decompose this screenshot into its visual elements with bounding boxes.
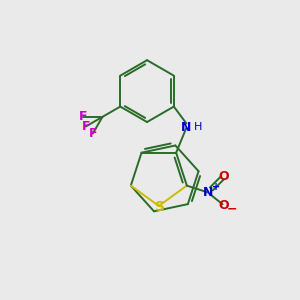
Text: +: + — [212, 182, 220, 191]
Text: O: O — [219, 199, 229, 212]
Text: S: S — [155, 200, 165, 214]
Text: O: O — [219, 170, 229, 183]
Text: F: F — [88, 127, 97, 140]
Text: H: H — [194, 122, 202, 132]
Text: −: − — [227, 202, 238, 215]
Text: F: F — [79, 110, 88, 123]
Text: N: N — [203, 186, 213, 199]
Text: N: N — [181, 121, 192, 134]
Text: F: F — [82, 120, 90, 133]
